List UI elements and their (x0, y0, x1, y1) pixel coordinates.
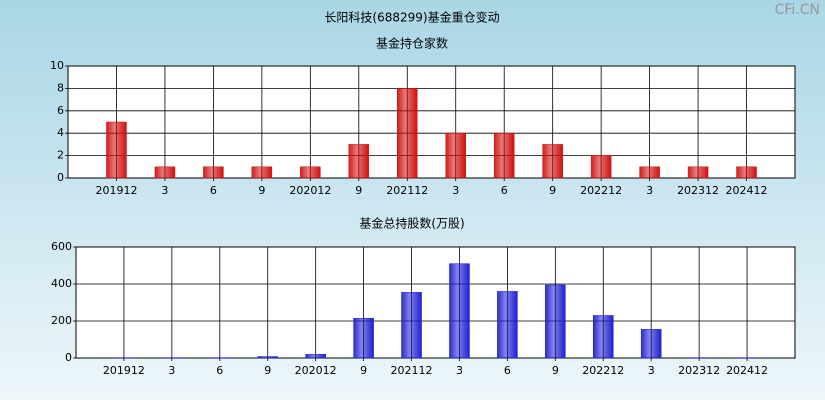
x-tick-label: 9 (258, 184, 265, 197)
x-tick-label: 202212 (582, 364, 624, 377)
bar (353, 317, 374, 359)
x-tick-label: 3 (168, 364, 175, 377)
bar (106, 121, 127, 179)
x-tick-label: 202112 (386, 184, 428, 197)
x-tick-label: 3 (452, 184, 459, 197)
y-tick-label: 10 (50, 59, 64, 72)
x-tick-label: 201912 (103, 364, 145, 377)
bar (640, 329, 662, 359)
x-tick-label: 202112 (391, 364, 433, 377)
y-tick-label: 8 (57, 81, 64, 94)
chart-title: 基金总持股数(万股) (359, 216, 464, 231)
plot-area (75, 246, 796, 359)
x-tick-label: 202312 (678, 364, 720, 377)
bar (257, 356, 278, 359)
y-tick-label: 600 (51, 240, 72, 253)
bar (542, 144, 563, 179)
x-tick-label: 202312 (677, 184, 719, 197)
bar (736, 166, 757, 179)
chart-title: 基金持仓家数 (376, 36, 448, 51)
bar (445, 132, 466, 179)
x-tick-label: 3 (161, 184, 168, 197)
x-tick-label: 9 (549, 184, 556, 197)
bar (639, 166, 660, 179)
y-tick-label: 2 (57, 149, 64, 162)
bar (497, 291, 518, 359)
bar (251, 166, 273, 179)
bar (397, 88, 418, 179)
x-tick-label: 9 (552, 364, 559, 377)
bar (305, 354, 326, 359)
bar (545, 284, 566, 359)
x-tick-label: 9 (264, 364, 271, 377)
bar (493, 132, 515, 179)
bar (590, 155, 612, 179)
x-tick-label: 201912 (95, 184, 137, 197)
bar (154, 166, 176, 179)
x-tick-label: 202012 (289, 184, 331, 197)
x-tick-label: 9 (360, 364, 367, 377)
y-tick-label: 400 (51, 277, 72, 290)
bar (449, 263, 470, 359)
x-tick-label: 6 (501, 184, 508, 197)
x-tick-label: 3 (646, 184, 653, 197)
x-tick-label: 202212 (580, 184, 622, 197)
y-tick-label: 0 (65, 351, 72, 364)
bar (401, 292, 422, 359)
bar (593, 315, 614, 359)
page-title: 长阳科技(688299)基金重仓变动 (324, 10, 499, 25)
y-tick-label: 0 (57, 171, 64, 184)
y-tick-label: 200 (51, 314, 72, 327)
x-tick-label: 6 (504, 364, 511, 377)
bar (300, 166, 321, 179)
x-tick-label: 202412 (726, 364, 768, 377)
x-tick-label: 3 (648, 364, 655, 377)
x-tick-label: 6 (210, 184, 217, 197)
x-tick-label: 6 (216, 364, 223, 377)
y-tick-label: 4 (57, 126, 64, 139)
bar (203, 166, 224, 179)
x-tick-label: 202412 (726, 184, 768, 197)
y-tick-label: 6 (57, 104, 64, 117)
plot-area (67, 65, 796, 179)
x-tick-label: 202012 (295, 364, 337, 377)
x-tick-label: 3 (456, 364, 463, 377)
x-tick-label: 9 (355, 184, 362, 197)
bar (687, 166, 709, 179)
watermark: CFi.CN (775, 2, 820, 18)
bar (348, 144, 370, 179)
